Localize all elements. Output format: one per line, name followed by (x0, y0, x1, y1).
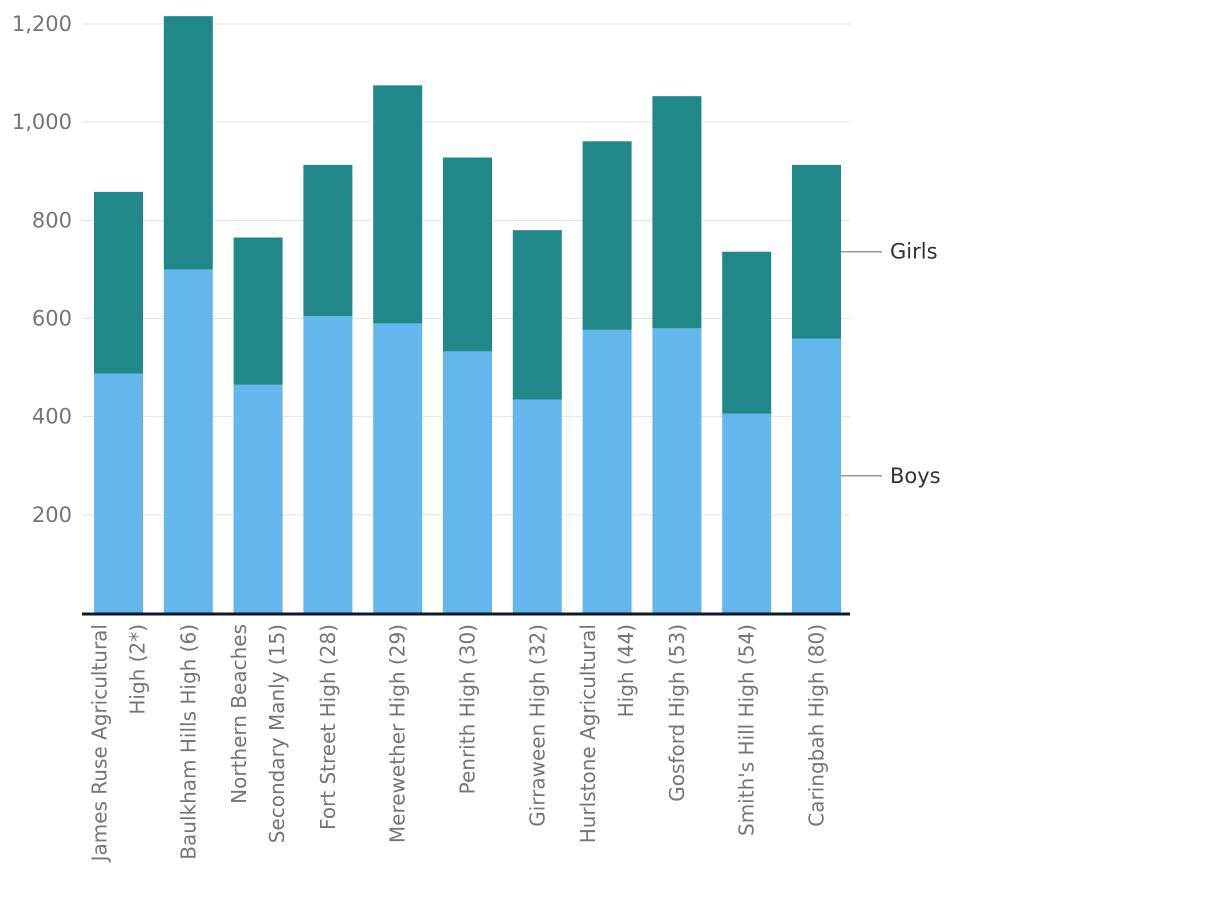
bar-boys (233, 384, 283, 613)
bar-boys (582, 329, 632, 613)
bar-boys (303, 316, 353, 613)
x-axis-labels: James Ruse Agricultural High (2*) Baulkham… (88, 624, 829, 863)
x-tick-label: Girraween High (32) (525, 624, 549, 827)
x-tick-label: Merewether High (29) (386, 624, 410, 843)
bar-boys (163, 269, 213, 613)
x-tick-label: Fort Street High (28) (316, 624, 340, 830)
bar-boys (652, 328, 702, 613)
bar-boys (792, 338, 841, 613)
x-tick-label: Gosford High (53) (665, 624, 689, 802)
y-tick-label: 600 (32, 307, 72, 331)
x-tick-label: High (44) (614, 624, 638, 717)
bars (94, 16, 841, 613)
x-tick-label: Hurlstone Agricultural (576, 624, 600, 843)
bar-girls (792, 164, 841, 339)
x-tick-label: Caringbah High (80) (805, 624, 829, 827)
y-tick-label: 200 (32, 503, 72, 527)
legend-boys-label: Boys (890, 464, 941, 488)
bar-boys (443, 351, 492, 613)
legend-girls-label: Girls (890, 240, 938, 264)
bar-boys (512, 399, 562, 613)
bar-girls (233, 237, 283, 385)
x-tick-label: Penrith High (30) (456, 624, 480, 794)
y-tick-label: 800 (32, 208, 72, 232)
x-tick-label: Baulkham Hills High (6) (176, 624, 200, 860)
x-tick-label: James Ruse Agricultural (88, 624, 112, 863)
x-tick-label: Smith's Hill High (54) (735, 624, 759, 836)
bar-boys (94, 373, 143, 613)
bar-boys (722, 413, 772, 613)
legend: Girls Boys (841, 240, 941, 488)
bar-girls (303, 164, 353, 317)
x-tick-label: Northern Beaches (227, 624, 251, 804)
x-tick-label: High (2*) (126, 624, 150, 715)
bar-girls (373, 85, 423, 324)
bar-girls (94, 191, 143, 374)
bar-girls (582, 141, 632, 330)
y-tick-label: 1,000 (12, 110, 72, 134)
bar-girls (163, 16, 213, 270)
bar-girls (652, 96, 702, 329)
x-tick-label: Secondary Manly (15) (265, 624, 289, 843)
bar-girls (443, 157, 492, 352)
bar-girls (722, 251, 772, 414)
y-tick-label: 400 (32, 405, 72, 429)
bar-girls (512, 230, 562, 400)
y-axis-ticks: 200 400 600 800 1,000 1,200 (12, 12, 72, 527)
bar-boys (373, 323, 423, 613)
y-tick-label: 1,200 (12, 12, 72, 36)
